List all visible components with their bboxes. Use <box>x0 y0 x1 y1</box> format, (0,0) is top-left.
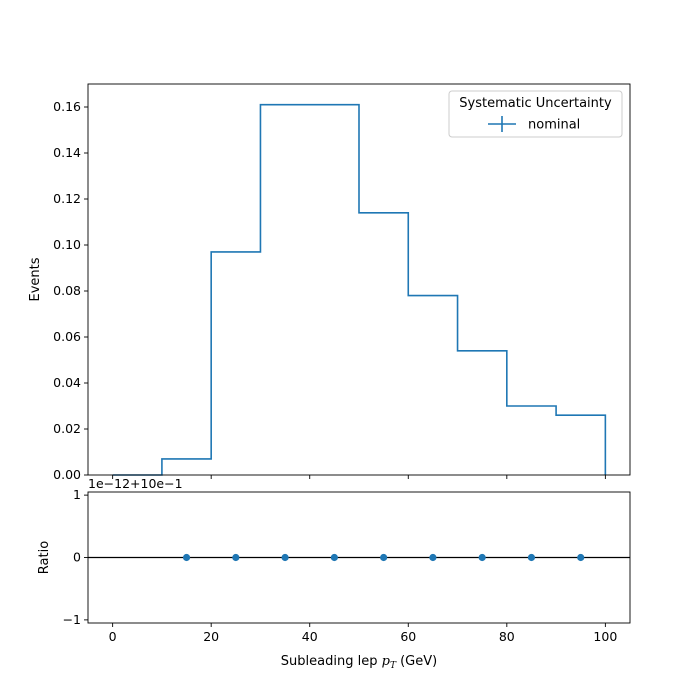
bottom-x-tick-label: 60 <box>400 629 416 644</box>
top-y-axis-label: Events <box>28 257 43 301</box>
ratio-point <box>478 553 486 562</box>
bottom-y-tick-label: −1 <box>63 612 81 627</box>
x-axis-label-sub: T <box>390 661 397 671</box>
top-y-tick-label: 0.10 <box>53 237 81 252</box>
x-axis-label-prefix: Subleading lep <box>281 654 382 669</box>
ratio-point <box>182 553 191 562</box>
bottom-x-tick-label: 20 <box>203 629 219 644</box>
x-axis-label-p: p <box>382 654 391 669</box>
bottom-x-tick-label: 40 <box>302 629 318 644</box>
legend-box <box>448 90 623 138</box>
events-histogram-panel: 0.00 0.02 0.04 0.06 0.08 0.10 0.12 0.14 0.16 Even… <box>28 83 631 482</box>
top-axes-frame <box>87 83 631 476</box>
bottom-x-tick-label: 0 <box>109 629 117 644</box>
top-y-tick-label: 0.08 <box>53 283 81 298</box>
ratio-point <box>232 553 240 562</box>
ratio-point <box>577 553 585 562</box>
legend-title: Systematic Uncertainty <box>459 96 612 111</box>
top-y-tick-label: 0.00 <box>53 467 81 482</box>
series-nominal-step <box>112 103 607 476</box>
bottom-y-tick-label: 0 <box>73 550 81 565</box>
ratio-point <box>380 553 388 562</box>
legend: Systematic Uncertainty nominal <box>448 90 623 138</box>
x-axis-label-suffix: (GeV) <box>396 654 437 669</box>
top-y-tick-label: 0.12 <box>53 191 81 206</box>
top-y-tick-label: 0.02 <box>53 421 81 436</box>
top-y-tick-label: 0.04 <box>53 375 81 390</box>
bottom-x-tick-label: 80 <box>499 629 515 644</box>
ratio-point <box>281 553 289 562</box>
top-y-tick-label: 0.06 <box>53 329 81 344</box>
ratio-point <box>330 553 338 562</box>
ratio-point <box>429 553 437 562</box>
bottom-y-tick-label: 1 <box>73 487 81 502</box>
top-y-tick-label: 0.16 <box>53 99 81 114</box>
bottom-y-axis-label: Ratio <box>37 541 52 574</box>
ratio-point <box>527 553 536 562</box>
legend-entry-nominal: nominal <box>528 118 580 133</box>
ratio-offset-text: 1e−12+10e−1 <box>88 476 183 491</box>
x-axis-label: Subleading lep pT (GeV) <box>281 654 437 671</box>
top-y-tick-label: 0.14 <box>53 145 81 160</box>
bottom-x-tick-label: 100 <box>593 629 617 644</box>
